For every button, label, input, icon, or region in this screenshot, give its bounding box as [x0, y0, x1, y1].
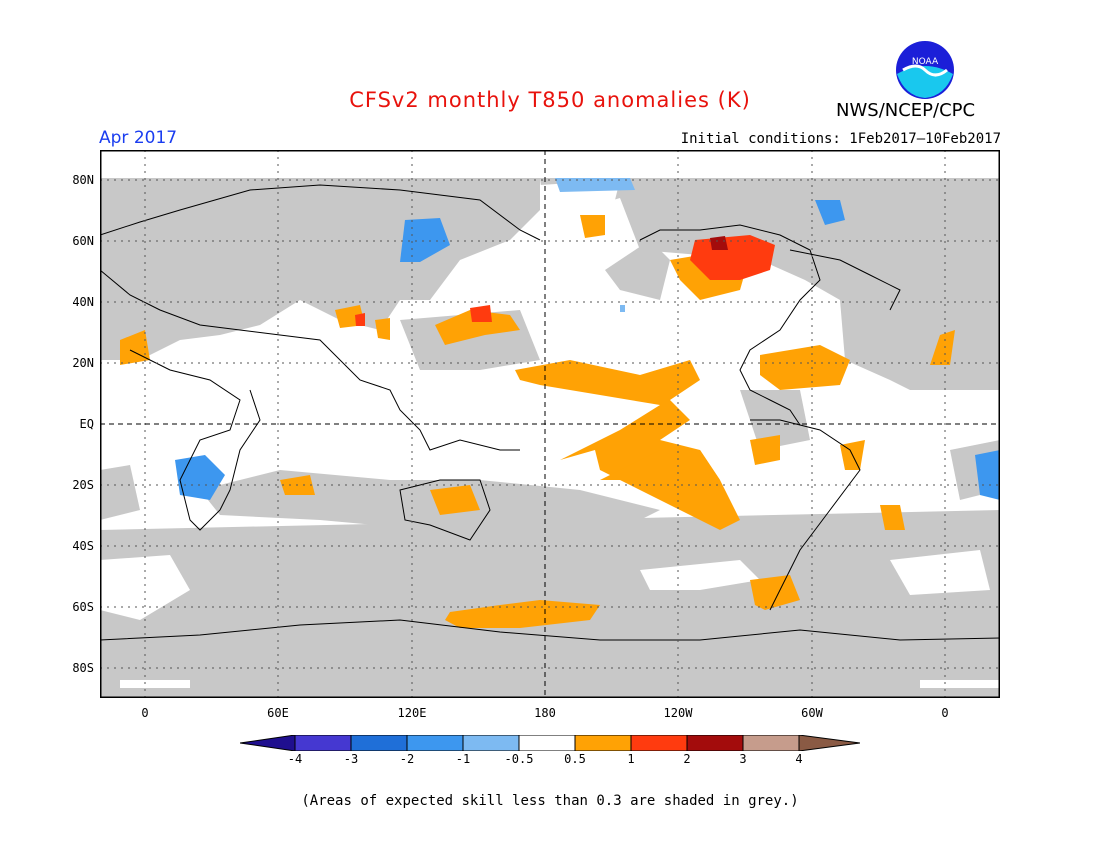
- colorbar-tick-label: -4: [287, 752, 303, 766]
- colorbar-tick-label: 0.5: [564, 752, 586, 766]
- lat-label: 60N: [72, 234, 94, 248]
- lat-label: 20N: [72, 356, 94, 370]
- colorbar-tick-label: 2: [683, 752, 691, 766]
- colorbar-tick-label: 1: [627, 752, 635, 766]
- colorbar-tick-label: 3: [739, 752, 747, 766]
- colorbar-segment: [350, 735, 408, 751]
- colorbar-segment: [294, 735, 352, 751]
- lon-label: 0: [141, 706, 149, 720]
- colorbar-segment: [742, 735, 800, 751]
- lon-label: 120E: [397, 706, 427, 720]
- colorbar-tick-label: -3: [343, 752, 359, 766]
- colorbar-segment: [518, 735, 576, 751]
- colorbar-tick-label: -0.5: [504, 752, 534, 766]
- lon-label: 60W: [801, 706, 823, 720]
- lat-label: 80N: [72, 173, 94, 187]
- forecast-period: Apr 2017: [99, 128, 178, 148]
- colorbar-segment: [630, 735, 688, 751]
- agency-label: NWS/NCEP/CPC: [836, 100, 976, 121]
- lat-label: 20S: [72, 478, 94, 492]
- lon-label: 60E: [267, 706, 289, 720]
- equator-dateline: [100, 150, 1000, 698]
- colorbar-segment: [462, 735, 520, 751]
- colorbar-tick-label: -2: [399, 752, 415, 766]
- colorbar-tick-label: -1: [455, 752, 471, 766]
- lon-label: 0: [941, 706, 949, 720]
- colorbar-segment: [574, 735, 632, 751]
- colorbar-segment: [240, 735, 296, 751]
- noaa-logo: NOAA: [896, 41, 954, 99]
- lat-label: 40S: [72, 539, 94, 553]
- map-title: CFSv2 monthly T850 anomalies (K): [349, 88, 751, 112]
- lat-label: EQ: [79, 417, 94, 431]
- anomaly-map: [100, 150, 1000, 698]
- lat-label: 60S: [72, 600, 94, 614]
- lon-label: 120W: [663, 706, 693, 720]
- colorbar-segment: [798, 735, 860, 751]
- graticule: [100, 150, 1000, 698]
- lon-label: 180: [534, 706, 556, 720]
- coastlines: [100, 184, 1000, 641]
- initial-conditions: Initial conditions: 1Feb2017—10Feb2017: [680, 131, 1001, 147]
- skill-note: (Areas of expected skill less than 0.3 a…: [301, 793, 799, 809]
- colorbar-segment: [406, 735, 464, 751]
- noaa-logo-text: NOAA: [912, 57, 939, 67]
- colorbar-tick-label: 4: [795, 752, 803, 766]
- lat-label: 80S: [72, 661, 94, 675]
- lat-label: 40N: [72, 295, 94, 309]
- colorbar: [240, 735, 860, 751]
- colorbar-segment: [686, 735, 744, 751]
